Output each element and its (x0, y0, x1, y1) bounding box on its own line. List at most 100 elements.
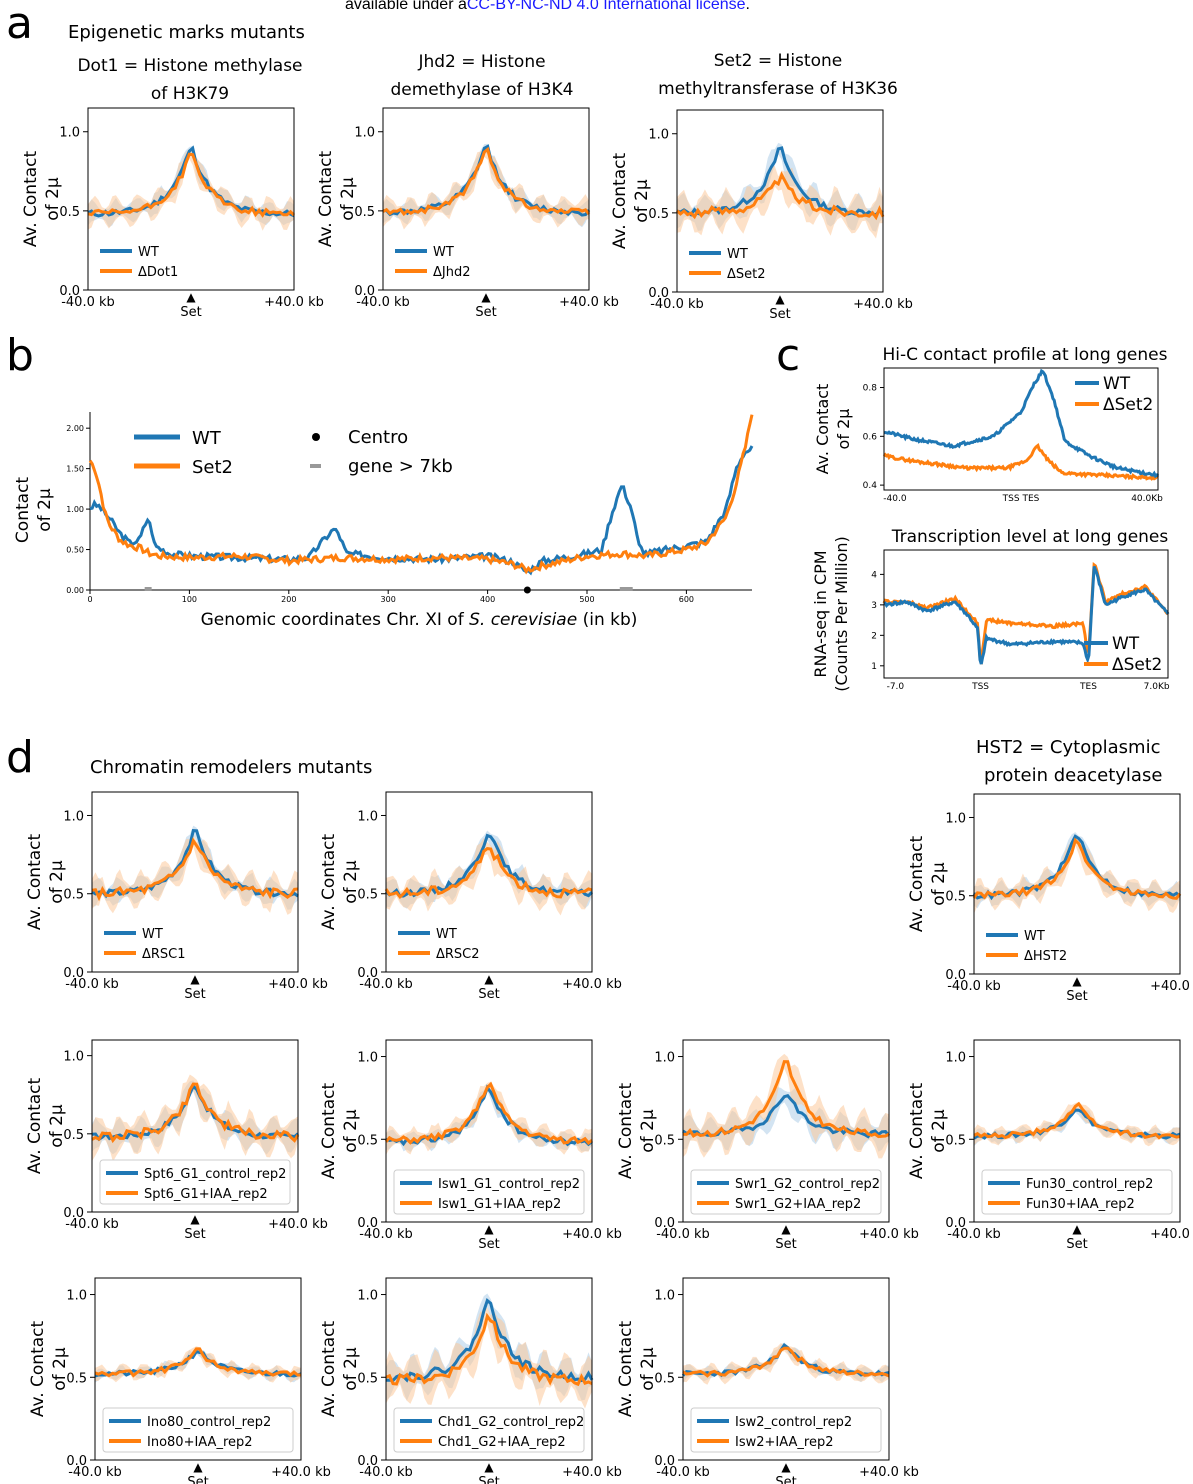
series-mutant-line (87, 152, 296, 218)
x-tick-label-right: +40.0 kb (562, 977, 622, 992)
series-set2-line (88, 414, 754, 575)
series-wt-line (384, 833, 594, 898)
y-axis-label: of 2μ (929, 1109, 949, 1153)
center-label: Set (187, 1475, 208, 1484)
y-axis-label: of 2μ (341, 1109, 361, 1153)
y-tick-label: 1.50 (66, 465, 84, 474)
legend-label-wt: WT (1103, 374, 1131, 394)
license-link[interactable]: CC-BY-NC-ND 4.0 International license (466, 0, 746, 13)
center-label: Set (478, 1237, 499, 1252)
panel-letter-c: c (776, 330, 800, 381)
chart-title: methyltransferase of H3K36 (658, 79, 898, 99)
y-tick-label: 0.0 (357, 1216, 378, 1231)
legend-box (393, 1407, 585, 1453)
legend-label: Fun30_control_rep2 (1026, 1177, 1153, 1192)
plot-frame (883, 367, 1159, 491)
panel-letter-a: a (6, 0, 33, 49)
x-tick-label-right: +40.0 kb (853, 297, 913, 312)
legend-box (99, 1159, 291, 1205)
y-axis-label: of 2μ (35, 488, 55, 532)
legend-label: Spt6_G1+IAA_rep2 (144, 1187, 268, 1202)
y-tick-label: 1.0 (648, 128, 669, 143)
y-axis-label: of 2μ (632, 179, 652, 223)
center-marker: ▲ (1072, 974, 1082, 988)
y-axis-label: Av. Contact (813, 384, 832, 475)
x-tick-label-right: +40.0 kb (562, 1465, 622, 1480)
panel-letter-b: b (6, 330, 34, 381)
center-label: Set (184, 1227, 205, 1242)
y-axis-label: Av. Contact (316, 151, 336, 248)
center-label: Set (775, 1475, 796, 1484)
legend-label: Spt6_G1_control_rep2 (144, 1167, 286, 1182)
center-label: Set (1066, 989, 1087, 1004)
center-marker: ▲ (1072, 1222, 1082, 1236)
y-axis-label: of 2μ (338, 177, 358, 221)
series-wt-line (973, 1108, 1181, 1140)
legend-label: Fun30+IAA_rep2 (1026, 1197, 1135, 1212)
legend-label: Chd1_G2+IAA_rep2 (438, 1435, 566, 1450)
legend-label-wt: WT (192, 428, 222, 449)
y-axis-label: Av. Contact (319, 1083, 339, 1180)
legend-label: WT (1024, 929, 1045, 944)
legend-label: Swr1_G2+IAA_rep2 (735, 1197, 861, 1212)
chart-swr1: 0.0 0.5 1.0 -40.0 kb +40.0 kb ▲Set Av. Contact… (616, 1039, 919, 1252)
center-marker: ▲ (484, 1222, 494, 1236)
y-tick-label: 0.5 (66, 1371, 87, 1386)
series-mutant-line (973, 1101, 1181, 1140)
x-tick-label-left: -40.0 kb (656, 1465, 710, 1480)
legend-label: ΔRSC1 (142, 947, 186, 962)
y-axis-label: of 2μ (638, 1347, 658, 1391)
y-tick-label: 0.0 (357, 966, 378, 981)
band-mutant (386, 838, 592, 916)
y-tick-label: 3 (871, 601, 877, 611)
chart-rsc2: 0.0 0.5 1.0 -40.0 kb +40.0 kb ▲Set Av. Contact… (319, 791, 622, 1002)
legend-label: Ino80+IAA_rep2 (147, 1435, 253, 1450)
band-mutant (386, 1307, 592, 1409)
y-tick-label: 0.0 (357, 1454, 378, 1469)
x-tick-label-right: +40.0 kb (268, 977, 328, 992)
long-gene-marker (619, 587, 633, 591)
y-tick-label: 0.0 (63, 966, 84, 981)
x-tick-label-right: +40.0 kb (559, 295, 619, 310)
plot-frame (91, 791, 299, 973)
series-set2-line (882, 443, 1159, 481)
plot-frame (94, 1277, 302, 1461)
license-text: available under aCC-BY-NC-ND 4.0 Interna… (345, 0, 750, 14)
center-marker: ▲ (484, 972, 494, 986)
y-axis-label: Av. Contact (319, 1321, 339, 1418)
y-axis-label: Av. Contact (610, 153, 630, 250)
y-axis-label: Av. Contact (25, 834, 45, 931)
y-tick-label: 0.5 (654, 1133, 675, 1148)
panel-letter-d: d (6, 732, 34, 783)
x-tick-label-left: -40.0 kb (656, 1227, 710, 1242)
chart-ino80: 0.0 0.5 1.0 -40.0 kb +40.0 kb ▲Set Av. Contact… (28, 1277, 331, 1484)
legend-label: Ino80_control_rep2 (147, 1415, 271, 1430)
x-tick-label-left: -40.0 kb (947, 1227, 1001, 1242)
y-axis-label: of 2μ (50, 1347, 70, 1391)
x-tick-label: 200 (281, 595, 296, 604)
y-tick-label: 0.5 (648, 207, 669, 222)
chart-title: of H3K79 (151, 84, 229, 104)
center-marker: ▲ (775, 292, 785, 306)
x-tick-label: 500 (579, 595, 594, 604)
y-tick-label: 0.6 (863, 432, 878, 442)
y-tick-label: 1.0 (59, 126, 80, 141)
series-mutant-line (972, 837, 1182, 900)
y-tick-label: 1.0 (654, 1051, 675, 1066)
y-tick-label: 0.0 (354, 284, 375, 299)
legend-label: WT (138, 245, 159, 260)
series-mutant-line (94, 1347, 301, 1378)
x-tick-label-right: +40.0 kb (1150, 979, 1193, 994)
x-tick-label: 7.0Kb (1144, 682, 1170, 692)
x-tick-label: 100 (182, 595, 197, 604)
chart-title: Set2 = Histone (714, 51, 842, 71)
center-marker: ▲ (481, 290, 491, 304)
plot-frame (382, 107, 590, 291)
center-marker: ▲ (781, 1460, 791, 1474)
y-tick-label: 2.00 (66, 424, 84, 433)
y-tick-label: 0.5 (654, 1371, 675, 1386)
legend-label: ΔHST2 (1024, 949, 1067, 964)
x-tick-label: 400 (480, 595, 495, 604)
legend-label: ΔSet2 (727, 267, 766, 282)
